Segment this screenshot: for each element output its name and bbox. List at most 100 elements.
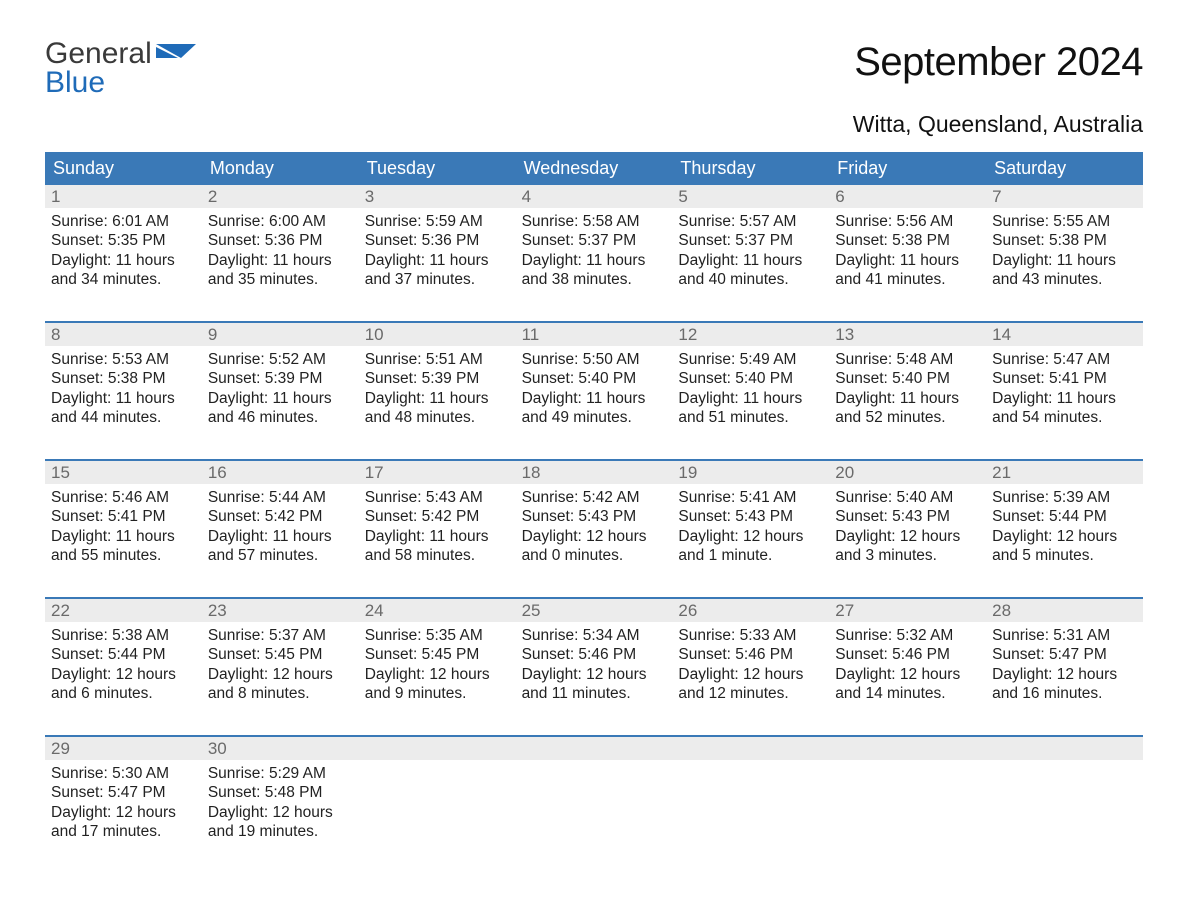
day-cell: 17Sunrise: 5:43 AMSunset: 5:42 PMDayligh… [359, 461, 516, 571]
day-number: 1 [45, 185, 202, 208]
day-body: Sunrise: 5:35 AMSunset: 5:45 PMDaylight:… [359, 622, 516, 706]
sunrise-text: Sunrise: 5:55 AM [992, 212, 1137, 231]
day-cell: 19Sunrise: 5:41 AMSunset: 5:43 PMDayligh… [672, 461, 829, 571]
weeks-container: 1Sunrise: 6:01 AMSunset: 5:35 PMDaylight… [45, 185, 1143, 847]
day-cell: 23Sunrise: 5:37 AMSunset: 5:45 PMDayligh… [202, 599, 359, 709]
day-body: Sunrise: 5:55 AMSunset: 5:38 PMDaylight:… [986, 208, 1143, 292]
sunrise-text: Sunrise: 5:33 AM [678, 626, 823, 645]
sunset-text: Sunset: 5:39 PM [365, 369, 510, 388]
sunset-text: Sunset: 5:41 PM [51, 507, 196, 526]
day-number: 7 [986, 185, 1143, 208]
day-body: Sunrise: 5:37 AMSunset: 5:45 PMDaylight:… [202, 622, 359, 706]
sunset-text: Sunset: 5:38 PM [835, 231, 980, 250]
logo: General Blue [45, 40, 196, 97]
day-number: 18 [516, 461, 673, 484]
day-body: Sunrise: 5:58 AMSunset: 5:37 PMDaylight:… [516, 208, 673, 292]
day-number: 30 [202, 737, 359, 760]
day-cell: 18Sunrise: 5:42 AMSunset: 5:43 PMDayligh… [516, 461, 673, 571]
sunset-text: Sunset: 5:41 PM [992, 369, 1137, 388]
sunset-text: Sunset: 5:47 PM [51, 783, 196, 802]
sunset-text: Sunset: 5:42 PM [208, 507, 353, 526]
day-number: 8 [45, 323, 202, 346]
day-cell: 6Sunrise: 5:56 AMSunset: 5:38 PMDaylight… [829, 185, 986, 295]
day-cell: 4Sunrise: 5:58 AMSunset: 5:37 PMDaylight… [516, 185, 673, 295]
sunset-text: Sunset: 5:38 PM [992, 231, 1137, 250]
sunset-text: Sunset: 5:47 PM [992, 645, 1137, 664]
weekday-header: Wednesday [516, 152, 673, 185]
sunset-text: Sunset: 5:43 PM [678, 507, 823, 526]
daylight-text: Daylight: 11 hours and 55 minutes. [51, 527, 196, 566]
sunrise-text: Sunrise: 5:34 AM [522, 626, 667, 645]
sunrise-text: Sunrise: 5:48 AM [835, 350, 980, 369]
daylight-text: Daylight: 11 hours and 40 minutes. [678, 251, 823, 290]
daylight-text: Daylight: 12 hours and 19 minutes. [208, 803, 353, 842]
day-cell: 10Sunrise: 5:51 AMSunset: 5:39 PMDayligh… [359, 323, 516, 433]
weekday-header: Saturday [986, 152, 1143, 185]
sunset-text: Sunset: 5:44 PM [992, 507, 1137, 526]
daylight-text: Daylight: 11 hours and 58 minutes. [365, 527, 510, 566]
sunrise-text: Sunrise: 5:58 AM [522, 212, 667, 231]
day-number: 2 [202, 185, 359, 208]
weekday-header: Thursday [672, 152, 829, 185]
sunrise-text: Sunrise: 5:59 AM [365, 212, 510, 231]
day-cell: 21Sunrise: 5:39 AMSunset: 5:44 PMDayligh… [986, 461, 1143, 571]
daylight-text: Daylight: 11 hours and 49 minutes. [522, 389, 667, 428]
day-cell: 24Sunrise: 5:35 AMSunset: 5:45 PMDayligh… [359, 599, 516, 709]
day-number: . [359, 737, 516, 760]
day-body: Sunrise: 5:53 AMSunset: 5:38 PMDaylight:… [45, 346, 202, 430]
sunrise-text: Sunrise: 5:41 AM [678, 488, 823, 507]
daylight-text: Daylight: 12 hours and 16 minutes. [992, 665, 1137, 704]
day-cell: 7Sunrise: 5:55 AMSunset: 5:38 PMDaylight… [986, 185, 1143, 295]
day-number: 9 [202, 323, 359, 346]
day-cell: 1Sunrise: 6:01 AMSunset: 5:35 PMDaylight… [45, 185, 202, 295]
sunrise-text: Sunrise: 5:47 AM [992, 350, 1137, 369]
day-body: Sunrise: 5:44 AMSunset: 5:42 PMDaylight:… [202, 484, 359, 568]
day-cell: 16Sunrise: 5:44 AMSunset: 5:42 PMDayligh… [202, 461, 359, 571]
week-row: 15Sunrise: 5:46 AMSunset: 5:41 PMDayligh… [45, 459, 1143, 571]
day-number: 22 [45, 599, 202, 622]
day-cell: 5Sunrise: 5:57 AMSunset: 5:37 PMDaylight… [672, 185, 829, 295]
sunrise-text: Sunrise: 6:01 AM [51, 212, 196, 231]
day-number: . [516, 737, 673, 760]
day-cell: 25Sunrise: 5:34 AMSunset: 5:46 PMDayligh… [516, 599, 673, 709]
daylight-text: Daylight: 12 hours and 11 minutes. [522, 665, 667, 704]
sunrise-text: Sunrise: 5:50 AM [522, 350, 667, 369]
daylight-text: Daylight: 11 hours and 48 minutes. [365, 389, 510, 428]
daylight-text: Daylight: 11 hours and 51 minutes. [678, 389, 823, 428]
day-cell: 14Sunrise: 5:47 AMSunset: 5:41 PMDayligh… [986, 323, 1143, 433]
day-body: Sunrise: 5:59 AMSunset: 5:36 PMDaylight:… [359, 208, 516, 292]
day-body: Sunrise: 5:49 AMSunset: 5:40 PMDaylight:… [672, 346, 829, 430]
sunset-text: Sunset: 5:44 PM [51, 645, 196, 664]
day-body: Sunrise: 5:34 AMSunset: 5:46 PMDaylight:… [516, 622, 673, 706]
sunrise-text: Sunrise: 5:49 AM [678, 350, 823, 369]
day-cell: 26Sunrise: 5:33 AMSunset: 5:46 PMDayligh… [672, 599, 829, 709]
daylight-text: Daylight: 11 hours and 41 minutes. [835, 251, 980, 290]
sunrise-text: Sunrise: 5:32 AM [835, 626, 980, 645]
sunset-text: Sunset: 5:37 PM [678, 231, 823, 250]
day-cell: 15Sunrise: 5:46 AMSunset: 5:41 PMDayligh… [45, 461, 202, 571]
sunset-text: Sunset: 5:45 PM [208, 645, 353, 664]
daylight-text: Daylight: 11 hours and 34 minutes. [51, 251, 196, 290]
day-cell: 30Sunrise: 5:29 AMSunset: 5:48 PMDayligh… [202, 737, 359, 847]
sunset-text: Sunset: 5:46 PM [678, 645, 823, 664]
day-cell: 9Sunrise: 5:52 AMSunset: 5:39 PMDaylight… [202, 323, 359, 433]
daylight-text: Daylight: 11 hours and 44 minutes. [51, 389, 196, 428]
day-number: 5 [672, 185, 829, 208]
daylight-text: Daylight: 11 hours and 35 minutes. [208, 251, 353, 290]
day-body: Sunrise: 5:41 AMSunset: 5:43 PMDaylight:… [672, 484, 829, 568]
day-body: Sunrise: 6:01 AMSunset: 5:35 PMDaylight:… [45, 208, 202, 292]
day-number: 10 [359, 323, 516, 346]
week-row: 29Sunrise: 5:30 AMSunset: 5:47 PMDayligh… [45, 735, 1143, 847]
daylight-text: Daylight: 11 hours and 43 minutes. [992, 251, 1137, 290]
day-body: Sunrise: 5:52 AMSunset: 5:39 PMDaylight:… [202, 346, 359, 430]
sunset-text: Sunset: 5:40 PM [678, 369, 823, 388]
week-row: 22Sunrise: 5:38 AMSunset: 5:44 PMDayligh… [45, 597, 1143, 709]
day-body: Sunrise: 5:43 AMSunset: 5:42 PMDaylight:… [359, 484, 516, 568]
calendar: Sunday Monday Tuesday Wednesday Thursday… [45, 152, 1143, 847]
daylight-text: Daylight: 12 hours and 17 minutes. [51, 803, 196, 842]
day-cell: 13Sunrise: 5:48 AMSunset: 5:40 PMDayligh… [829, 323, 986, 433]
day-body: Sunrise: 5:50 AMSunset: 5:40 PMDaylight:… [516, 346, 673, 430]
daylight-text: Daylight: 12 hours and 6 minutes. [51, 665, 196, 704]
sunset-text: Sunset: 5:43 PM [522, 507, 667, 526]
day-body: Sunrise: 5:31 AMSunset: 5:47 PMDaylight:… [986, 622, 1143, 706]
